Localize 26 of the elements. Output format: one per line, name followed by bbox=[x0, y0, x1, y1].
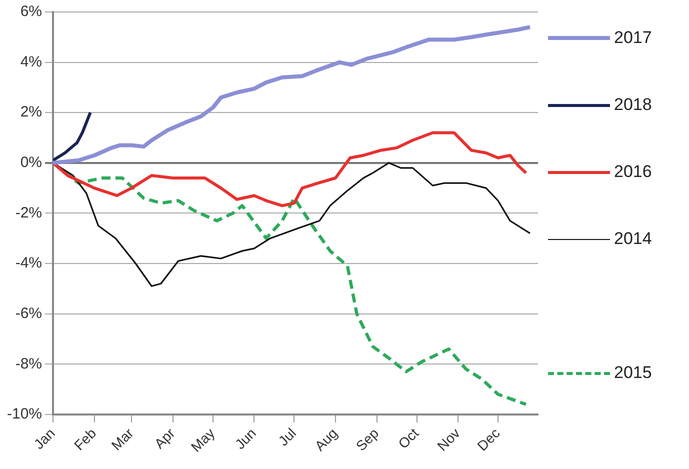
x-tick-label: May bbox=[188, 424, 218, 455]
y-tick-label: 4% bbox=[20, 53, 42, 70]
x-tick-label: Aug bbox=[311, 424, 340, 454]
legend-label: 2014 bbox=[614, 229, 652, 249]
x-tick-label: Dec bbox=[474, 424, 503, 454]
legend-label: 2016 bbox=[614, 162, 652, 182]
y-tick-label: -4% bbox=[15, 254, 42, 272]
x-tick-label: Jan bbox=[30, 424, 58, 452]
y-tick-label: -2% bbox=[15, 204, 42, 222]
y-tick-label: 0% bbox=[20, 154, 42, 172]
x-tick-label: Oct bbox=[394, 424, 422, 452]
x-tick-label: Feb bbox=[70, 424, 100, 454]
x-tick-label: Jun bbox=[232, 424, 260, 452]
legend-label: 2017 bbox=[614, 28, 652, 48]
x-tick-label: Jul bbox=[275, 424, 300, 449]
legend-label: 2015 bbox=[614, 363, 652, 383]
y-tick-label: 6% bbox=[20, 3, 42, 20]
y-tick-label: 2% bbox=[20, 104, 42, 121]
y-tick-label: -8% bbox=[15, 355, 42, 372]
legend-label: 2018 bbox=[614, 95, 652, 115]
y-tick-label: -10% bbox=[6, 406, 42, 423]
x-tick-label: Mar bbox=[108, 424, 137, 454]
y-tick-label: -6% bbox=[15, 304, 42, 322]
x-tick-label: Nov bbox=[434, 424, 463, 454]
x-tick-label: Apr bbox=[151, 424, 178, 452]
x-tick-label: Sep bbox=[352, 424, 382, 454]
